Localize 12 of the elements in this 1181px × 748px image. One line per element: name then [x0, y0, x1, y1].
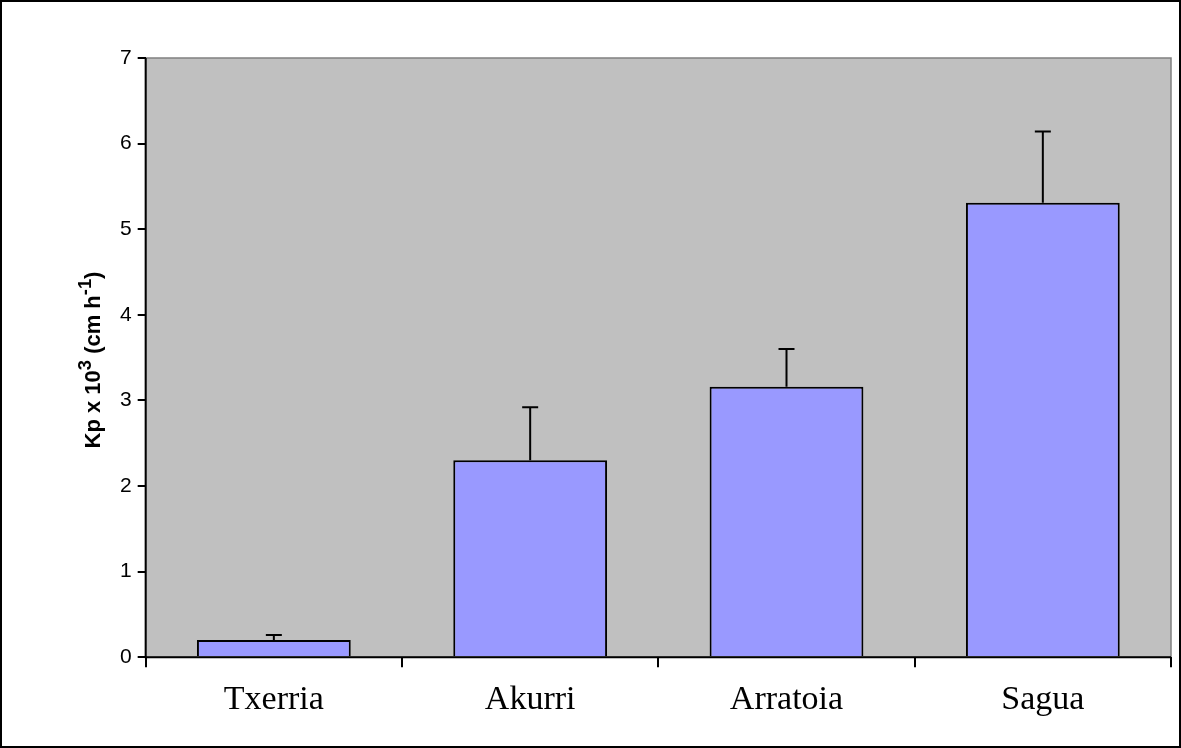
y-tick-label: 5: [119, 216, 132, 239]
x-tick-label: Akurri: [484, 678, 576, 716]
y-tick-label: 2: [119, 472, 132, 496]
y-tick-label: 6: [119, 130, 132, 154]
x-tick-label: Arratoia: [729, 678, 844, 716]
x-tick-label: Sagua: [1001, 678, 1085, 716]
y-tick-label: 4: [119, 301, 132, 325]
x-tick-label: Txerria: [223, 678, 324, 716]
y-tick-label: 1: [119, 558, 132, 582]
y-tick-label: 7: [119, 44, 132, 68]
y-tick-label: 3: [119, 387, 132, 411]
y-tick-label: 0: [119, 644, 132, 667]
